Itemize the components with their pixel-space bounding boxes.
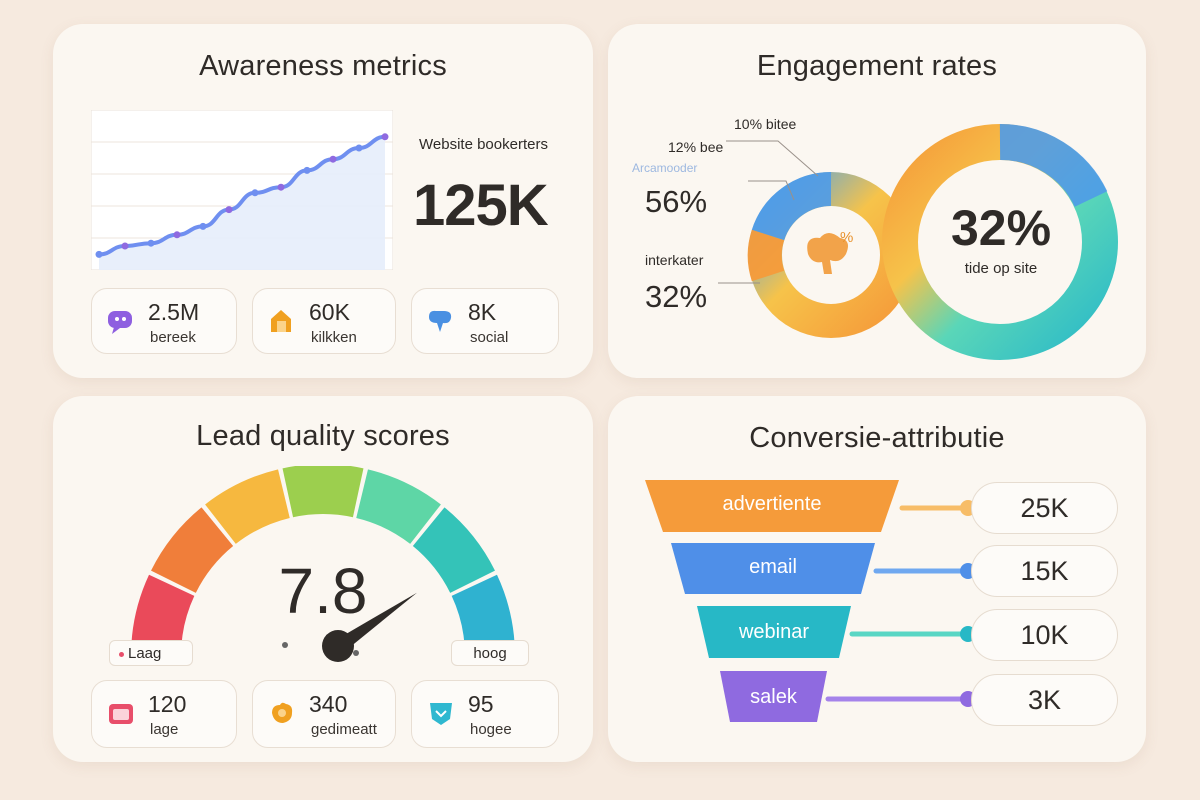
label-top-left: 12% bee (668, 139, 724, 155)
gauge-segment (131, 574, 195, 656)
low-leads-label: lage (150, 721, 179, 738)
social-stat: 8K social (411, 288, 559, 354)
value-pill-salek: 3K (971, 674, 1118, 726)
heart-icon (430, 703, 452, 725)
gauge-needle-arm (334, 592, 417, 652)
gauge-tick-left (282, 642, 288, 648)
engagement-card: Engagement rates 10% bit (608, 24, 1146, 378)
line-point (329, 155, 337, 163)
lead-quality-card: Lead quality scores 7.8 Laag hoog 120 la… (53, 396, 593, 762)
low-label: Laag (128, 645, 162, 662)
reach-value: 2.5M (148, 299, 200, 325)
value-pill-email: 15K (971, 545, 1118, 597)
funnel-label-webinar: webinar (738, 621, 810, 643)
clicks-value: 60K (309, 299, 350, 325)
funnel-label-advertentie: advertiente (722, 493, 822, 515)
funnel-label-email: email (749, 556, 797, 578)
engagement-donut-chart (718, 123, 1118, 360)
high-leads-stat: 95 hogee (411, 680, 559, 748)
gauge-segment (451, 574, 515, 656)
website-metric-value: 125K (413, 173, 549, 238)
funnel-stage-email (671, 543, 875, 594)
low-label-box: Laag (109, 640, 193, 666)
gauge-needle (322, 592, 417, 662)
awareness-card: Awareness metrics Website bookerters 125… (53, 24, 593, 378)
time-on-site-donut-segment-blue (999, 123, 1108, 208)
gauge-segment (151, 507, 234, 593)
calendar-icon (109, 704, 133, 724)
label-faded: Arcamooder (632, 161, 698, 175)
gauge-segment (205, 469, 290, 544)
small-center-percent: % (840, 229, 854, 246)
interaction-donut-segment-blue (751, 171, 832, 241)
gauge-tick-right (353, 650, 359, 656)
gauge-segment (282, 466, 364, 518)
social-value: 8K (468, 299, 497, 325)
hand-icon (272, 702, 293, 723)
low-dot-icon (119, 652, 124, 657)
medium-leads-value: 340 (309, 691, 348, 717)
social-icon (429, 310, 452, 332)
clicks-stat: 60K kilkken (252, 288, 396, 354)
high-label: hoog (473, 645, 507, 662)
lead-score-gauge (131, 466, 515, 662)
interaction-percent: 32% (645, 279, 708, 314)
medium-leads-label: gedimeatt (311, 721, 377, 738)
medium-leads-stat: 340 gedimeatt (252, 680, 396, 748)
line-point (199, 222, 207, 230)
awareness-title: Awareness metrics (199, 50, 447, 82)
lead-quality-title: Lead quality scores (196, 420, 450, 452)
leader-line-2 (748, 180, 795, 201)
low-leads-stat: 120 lage (91, 680, 237, 748)
line-point (173, 231, 181, 239)
value-pill-webinar: 10K (971, 609, 1118, 661)
gauge-segment (356, 469, 441, 544)
funnel-stage-advertentie (645, 480, 899, 532)
social-label: social (470, 329, 509, 346)
chat-icon (108, 311, 132, 334)
high-leads-value: 95 (468, 691, 494, 717)
conversion-card: Conversie-attributie advertiente email w… (608, 396, 1146, 762)
line-point (381, 133, 389, 141)
line-point (277, 183, 285, 191)
left-percent: 56% (645, 184, 708, 219)
time-on-site-percent: 32% (950, 200, 1052, 256)
cursor-icon (271, 310, 291, 332)
clicks-label: kilkken (311, 329, 357, 346)
engagement-title: Engagement rates (756, 50, 998, 82)
high-leads-label: hogee (470, 721, 512, 738)
low-leads-value: 120 (148, 691, 187, 717)
line-point (355, 144, 363, 152)
time-on-site-label: tide op site (964, 260, 1038, 277)
gauge-segment (412, 507, 495, 593)
label-top-right: 10% bitee (734, 116, 797, 132)
funnel-stage-webinar (697, 606, 851, 658)
reach-stat: 2.5M bereek (91, 288, 237, 354)
awareness-line-chart (91, 110, 393, 270)
engagement-center-icon (807, 233, 848, 274)
line-point (95, 250, 103, 258)
reach-label: bereek (150, 329, 196, 346)
interaction-label: interkater (645, 252, 704, 268)
website-metric-label: Website bookerters (419, 136, 548, 153)
line-point (147, 239, 155, 247)
funnel-stage-salek (720, 671, 827, 722)
funnel-label-salek: salek (750, 686, 797, 708)
interaction-donut-segment-orange (747, 229, 785, 282)
conversion-funnel (645, 480, 976, 722)
lead-score-value: 7.8 (278, 555, 368, 627)
gauge-segments (131, 466, 515, 656)
line-point (303, 166, 311, 174)
leader-line-1 (726, 140, 819, 177)
line-point (225, 206, 233, 214)
line-point (121, 242, 129, 250)
gauge-needle-hub (322, 630, 354, 662)
conversion-title: Conversie-attributie (749, 422, 1005, 454)
line-point (251, 189, 259, 197)
high-label-box: hoog (451, 640, 529, 666)
value-pill-advertentie: 25K (971, 482, 1118, 534)
